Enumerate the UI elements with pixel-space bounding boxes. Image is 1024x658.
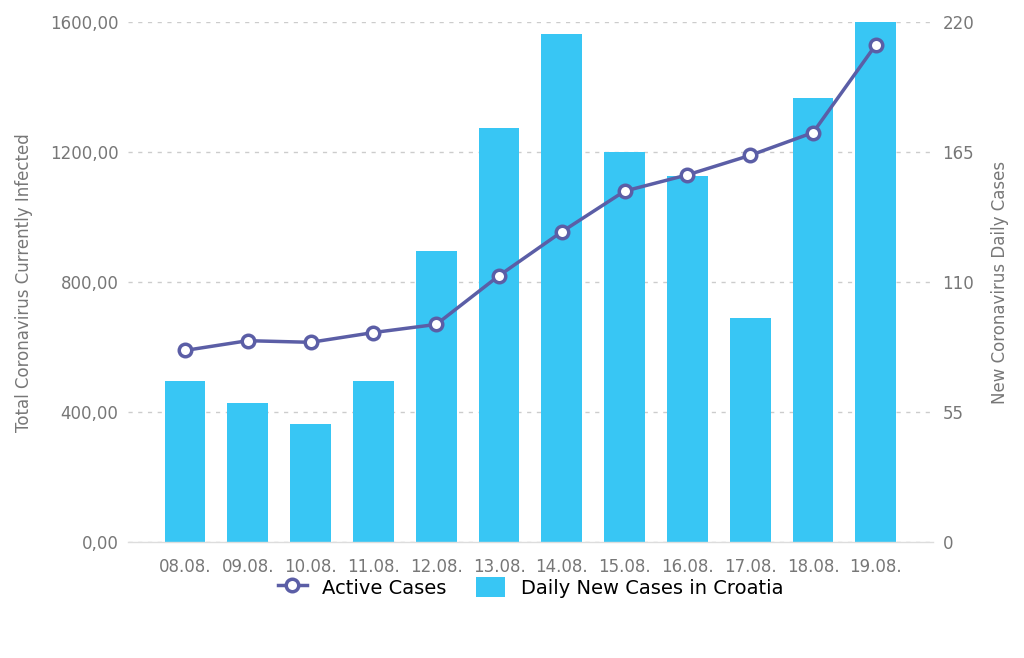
Bar (793, 97, 834, 542)
Bar (416, 251, 457, 542)
Bar (478, 128, 519, 542)
Bar (290, 424, 331, 542)
Bar (667, 176, 708, 542)
Legend: Active Cases, Daily New Cases in Croatia: Active Cases, Daily New Cases in Croatia (270, 569, 791, 605)
Bar (165, 382, 206, 542)
Bar (353, 382, 394, 542)
Y-axis label: New Coronavirus Daily Cases: New Coronavirus Daily Cases (991, 161, 1009, 404)
Bar (542, 34, 583, 542)
Y-axis label: Total Coronavirus Currently Infected: Total Coronavirus Currently Infected (15, 133, 33, 432)
Bar (855, 22, 896, 542)
Bar (604, 152, 645, 542)
Bar (227, 403, 268, 542)
Bar (730, 318, 771, 542)
